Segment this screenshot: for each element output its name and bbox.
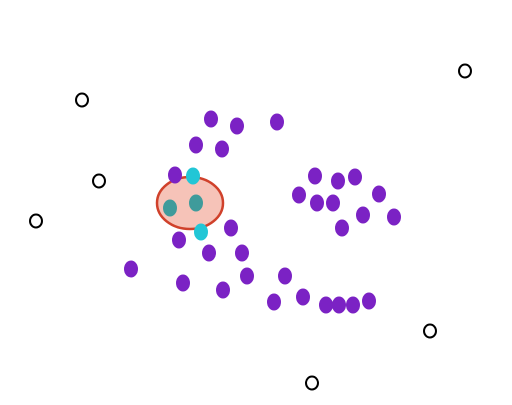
purple-point [372, 185, 386, 203]
purple-point [346, 296, 360, 314]
purple-point [332, 296, 346, 314]
purple-point [267, 293, 281, 311]
purple-point [387, 208, 401, 226]
overlap-point [163, 199, 177, 217]
purple-point [326, 194, 340, 212]
purple-point [189, 136, 203, 154]
hollow-points-layer [29, 63, 472, 391]
purple-point [235, 244, 249, 262]
purple-point [292, 186, 306, 204]
purple-point [215, 140, 229, 158]
purple-point [202, 244, 216, 262]
hollow-point [29, 213, 43, 229]
hollow-point [75, 92, 89, 108]
purple-point [310, 194, 324, 212]
purple-point [224, 219, 238, 237]
purple-point [270, 113, 284, 131]
hollow-point [305, 375, 319, 391]
hollow-point [458, 63, 472, 79]
purple-point [278, 267, 292, 285]
hollow-point [423, 323, 437, 339]
purple-point [319, 296, 333, 314]
hollow-point [92, 173, 106, 189]
purple-point [348, 168, 362, 186]
purple-point [230, 117, 244, 135]
purple-point [356, 206, 370, 224]
purple-point [176, 274, 190, 292]
purple-point [124, 260, 138, 278]
purple-point [362, 292, 376, 310]
purple-point [216, 281, 230, 299]
cyan-points-layer [186, 167, 208, 241]
purple-point [172, 231, 186, 249]
cyan-point [186, 167, 200, 185]
purple-point [331, 172, 345, 190]
overlap-points-layer [163, 194, 203, 217]
purple-point [240, 267, 254, 285]
purple-point [335, 219, 349, 237]
purple-point [168, 166, 182, 184]
purple-point [204, 110, 218, 128]
purple-points-layer [124, 110, 401, 314]
overlap-point [189, 194, 203, 212]
purple-point [296, 288, 310, 306]
purple-point [308, 167, 322, 185]
cyan-point [194, 223, 208, 241]
